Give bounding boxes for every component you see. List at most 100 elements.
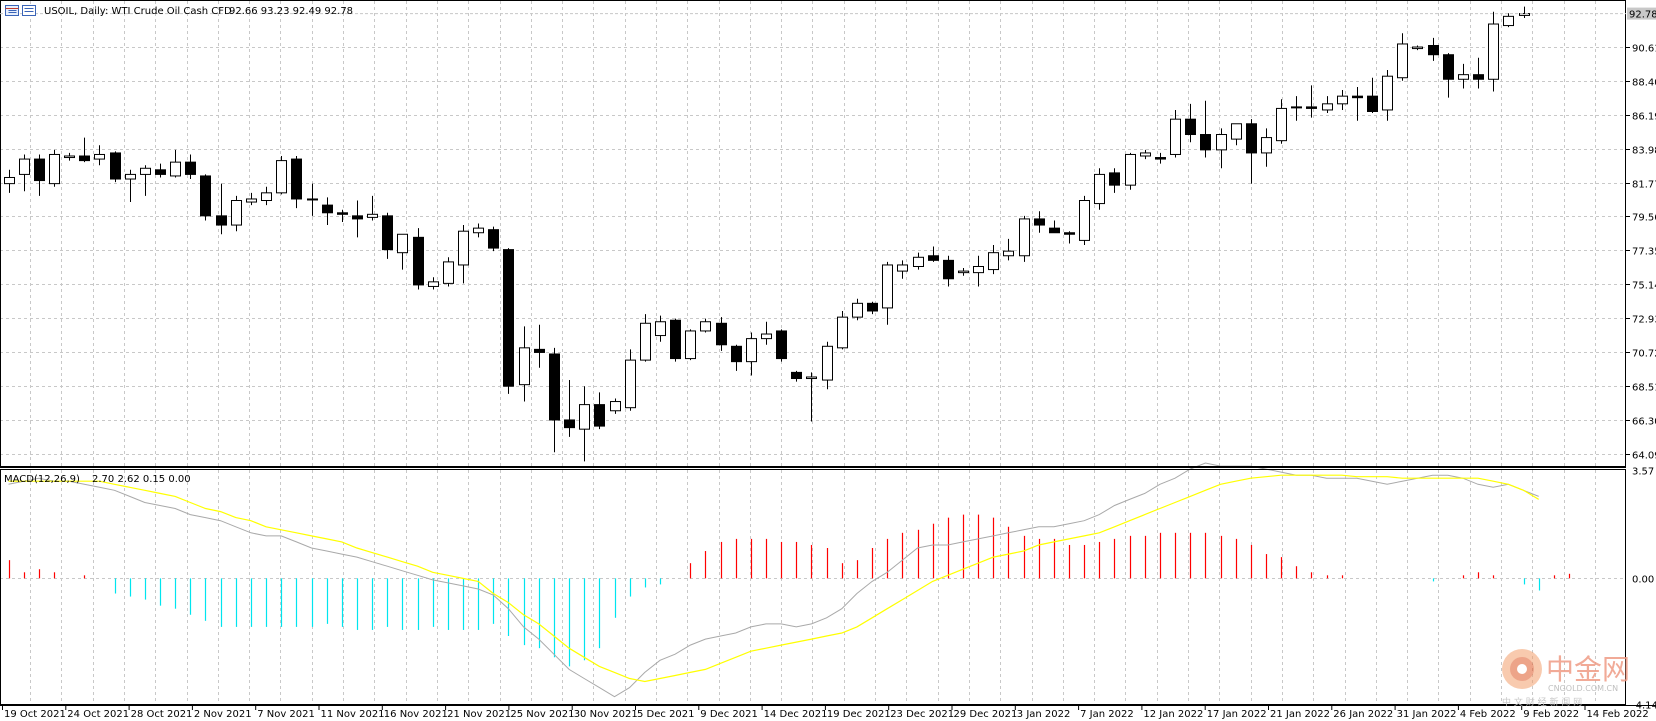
price-tick-label: 81.77 [1632,180,1656,191]
candle [64,152,75,161]
candle [1458,63,1469,89]
date-tick-label: 14 Feb 2022 [1587,709,1649,720]
candle [231,195,242,232]
candle [610,398,621,414]
candle [1322,96,1333,114]
price-tick-label: 68.51 [1632,383,1656,394]
date-tick-label: 26 Jan 2022 [1333,709,1393,720]
candle [1155,152,1166,164]
candle [140,165,151,196]
candle [1306,85,1317,118]
candle [822,341,833,390]
candle [443,257,454,287]
candle [791,370,802,382]
candle [261,186,272,206]
candle [291,156,302,209]
macd-values: 2.70 2.62 0.15 0.00 [92,474,191,485]
candle [913,252,924,270]
candle [170,149,181,178]
date-tick-label: 21 Jan 2022 [1270,709,1330,720]
macd-axis: 3.57 0.00 -4.14 [1632,467,1656,712]
candle [716,317,727,351]
candle [1428,37,1439,61]
candle [655,315,666,342]
candle [1503,13,1514,28]
candle [1276,99,1287,144]
candle [1352,86,1363,121]
candle [1488,11,1499,92]
date-tick-label: 23 Dec 2021 [890,709,954,720]
candle [1019,215,1030,262]
price-tick-label: 64.09 [1632,451,1656,462]
candle [367,195,378,221]
date-axis: 19 Oct 2021 24 Oct 2021 28 Oct 2021 2 Nov 2… [2,705,1649,720]
candle [670,318,681,362]
date-tick-label: 25 Nov 2021 [510,709,574,720]
date-tick-label: 21 Nov 2021 [447,709,511,720]
candle [352,200,363,238]
candle [973,255,984,287]
candle [625,349,636,411]
candle [806,372,817,422]
candle [685,329,696,361]
candle [897,260,908,279]
watermark-brand: 中金网 [1546,653,1630,686]
candle [413,228,424,290]
candle [1185,103,1196,143]
date-tick-label: 3 Jan 2022 [1017,709,1071,720]
ohlc-readout: 92.66 93.23 92.49 92.78 [229,6,353,17]
cngold-watermark: 中金网 CNGOLD.COM.CN 中 文 财 经 新 闻 网 [1502,649,1630,708]
candle [1216,128,1227,169]
price-tick-label: 88.40 [1632,78,1656,89]
current-price-marker: 92.78 [0,7,1656,21]
candle [307,183,318,216]
date-tick-label: 14 Dec 2021 [764,709,828,720]
candle [867,301,878,315]
candle [928,246,939,262]
candle [1397,33,1408,81]
candle [1079,195,1090,246]
date-tick-label: 9 Feb 2022 [1523,709,1579,720]
date-tick-label: 9 Dec 2021 [700,709,758,720]
candle [1519,6,1530,19]
macd-histogram [8,514,1571,667]
candle [503,248,514,394]
candle [519,326,530,402]
chart-frame [0,0,1656,706]
price-tick-label: 90.61 [1632,44,1656,55]
candle [958,268,969,276]
candle [1049,220,1060,234]
candle [837,311,848,350]
candle [1170,109,1181,158]
candle [34,154,45,196]
candle [1412,45,1423,51]
cngold-logo-icon [1502,649,1542,689]
candle [594,392,605,430]
candle [337,209,348,222]
date-tick-label: 29 Dec 2021 [954,709,1018,720]
current-price-label: 92.78 [1629,10,1656,21]
candle [1094,168,1105,210]
candle [1200,100,1211,158]
macd-tick-label: 3.57 [1632,467,1654,478]
candle [1140,149,1151,160]
date-tick-label: 30 Nov 2021 [574,709,638,720]
candle [1367,77,1378,114]
candle [1125,152,1136,190]
candle [428,277,439,290]
date-tick-label: 7 Jan 2022 [1080,709,1134,720]
candle [1064,231,1075,244]
candle [534,324,545,368]
candle [276,156,287,195]
candle [322,197,333,226]
price-axis: 90.61 88.40 86.19 83.98 81.77 79.56 77.35 75.14… [1626,44,1656,462]
price-tick-label: 83.98 [1632,146,1656,157]
grid [0,1,1626,704]
candle [1443,53,1454,98]
candle [1291,96,1302,121]
price-tick-label: 66.30 [1632,417,1656,428]
chart-title: USOIL, Daily: WTI Crude Oil Cash CFD [44,6,232,17]
candle [549,347,560,453]
candle [185,154,196,180]
price-tick-label: 70.72 [1632,349,1656,360]
